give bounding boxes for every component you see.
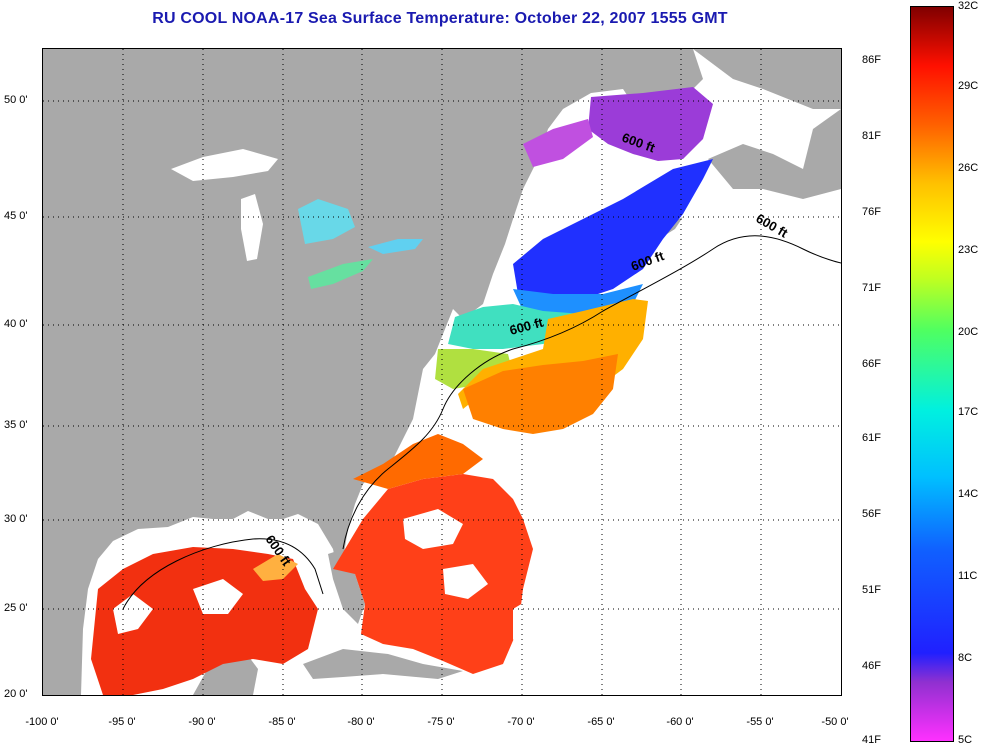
lake-huron — [298, 199, 355, 244]
lake-erie — [308, 259, 373, 289]
lon-label-55w: -55 0' — [746, 716, 774, 728]
gulf-of-maine-sst — [513, 159, 713, 301]
lat-label-30n: 30 0' — [4, 513, 28, 525]
lon-label-75w: -75 0' — [427, 716, 455, 728]
isobath-600ft-line — [122, 235, 841, 610]
cloud-gap-5 — [513, 594, 538, 664]
colorbar-f-71: 71F — [862, 282, 881, 294]
map-panel[interactable]: 600 ft 600 ft 600 ft 600 ft 600 ft — [42, 48, 842, 696]
florida-strait-sst — [333, 474, 533, 674]
north-america-land — [43, 49, 703, 695]
lat-label-45n: 45 0' — [4, 210, 28, 222]
colorbar-c-29: 29C — [958, 80, 979, 92]
lat-label-35n: 35 0' — [4, 419, 28, 431]
lon-label-65w: -65 0' — [587, 716, 615, 728]
lon-label-50w: -50 0' — [821, 716, 849, 728]
cloud-gap-4 — [443, 564, 488, 599]
southeast-shelf-sst — [353, 434, 483, 489]
colorbar-f-51: 51F — [862, 584, 881, 596]
colorbar-c-23: 23C — [958, 244, 979, 256]
temperature-colorbar — [910, 6, 954, 742]
gulf-stream-core-sst — [463, 354, 618, 434]
newfoundland-land — [708, 109, 841, 199]
lat-label-40n: 40 0' — [4, 318, 28, 330]
lat-label-20n: 20 0' — [4, 688, 28, 700]
colorbar-f-81: 81F — [862, 130, 881, 142]
colorbar-c-20: 20C — [958, 326, 979, 338]
cloud-gap-2 — [193, 579, 243, 614]
lake-ontario — [368, 239, 423, 254]
sst-map[interactable]: 600 ft 600 ft 600 ft 600 ft 600 ft — [43, 49, 841, 695]
lon-label-85w: -85 0' — [268, 716, 296, 728]
colorbar-c-5: 5C — [958, 734, 973, 746]
colorbar-f-41: 41F — [862, 734, 881, 746]
colorbar-f-76: 76F — [862, 206, 881, 218]
lon-label-60w: -60 0' — [666, 716, 694, 728]
colorbar-c-32: 32C — [958, 0, 979, 12]
colorbar-c-8: 8C — [958, 652, 973, 664]
cuba-land — [303, 649, 463, 679]
colorbar-f-46: 46F — [862, 660, 881, 672]
graticule — [43, 49, 841, 695]
colorbar-f-66: 66F — [862, 358, 881, 370]
lon-label-80w: -80 0' — [347, 716, 375, 728]
lon-label-100w: -100 0' — [25, 716, 59, 728]
colorbar-f-61: 61F — [862, 432, 881, 444]
cloud-gap-3 — [403, 509, 463, 549]
colorbar-f-56: 56F — [862, 508, 881, 520]
colorbar-c-14: 14C — [958, 488, 979, 500]
lat-label-25n: 25 0' — [4, 602, 28, 614]
colorbar-c-26: 26C — [958, 162, 979, 174]
gulf-of-mexico-sst — [91, 547, 318, 695]
gulf-st-lawrence-sst — [588, 87, 713, 161]
lon-label-95w: -95 0' — [108, 716, 136, 728]
lake-michigan — [241, 194, 263, 261]
lon-label-70w: -70 0' — [507, 716, 535, 728]
colorbar-c-17: 17C — [958, 406, 979, 418]
st-lawrence-estuary-sst — [523, 119, 593, 167]
lon-label-90w: -90 0' — [188, 716, 216, 728]
lat-label-50n: 50 0' — [4, 94, 28, 106]
labrador-land — [693, 49, 841, 109]
colorbar-f-86: 86F — [862, 54, 881, 66]
lake-superior — [171, 149, 278, 181]
map-title: RU COOL NOAA-17 Sea Surface Temperature:… — [152, 10, 728, 27]
colorbar-c-11: 11C — [958, 570, 978, 582]
gulf-coast-nearshore-sst — [253, 554, 298, 581]
